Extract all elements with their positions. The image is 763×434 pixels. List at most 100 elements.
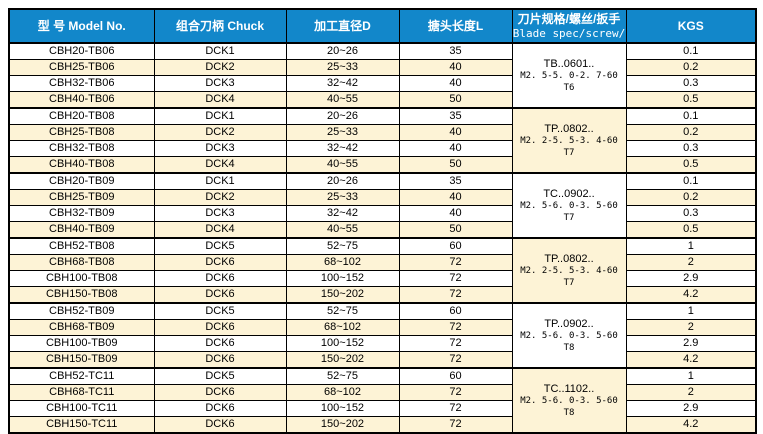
table-row: CBH68-TC11 DCK6 68~102 72 2 <box>8 384 757 401</box>
diameter-cell: 68~102 <box>285 254 400 271</box>
chuck-cell: DCK5 <box>153 367 287 385</box>
model-cell: CBH150-TB08 <box>8 286 155 304</box>
kgs-cell: 4.2 <box>625 286 757 304</box>
model-cell: CBH20-TB06 <box>8 42 155 60</box>
table-row: CBH25-TB08 DCK2 25~33 40 0.2 <box>8 124 757 141</box>
model-cell: CBH20-TB09 <box>8 172 155 190</box>
table-row: CBH52-TB09 DCK5 52~75 60 TP..0902.. M2. 5-6. … <box>8 302 757 369</box>
length-cell: 72 <box>398 254 513 271</box>
diameter-cell: 150~202 <box>285 286 400 304</box>
diameter-cell: 100~152 <box>285 335 400 352</box>
blade-spec: M2. 5-6. 0-3. 5-60 <box>520 200 618 211</box>
chuck-cell: DCK5 <box>153 302 287 320</box>
diameter-cell: 68~102 <box>285 319 400 336</box>
table-row: CBH100-TB09 DCK6 100~152 72 2.9 <box>8 335 757 352</box>
table-row: CBH20-TB09 DCK1 20~26 35 TC..0902.. M2. 5-6. … <box>8 172 757 239</box>
kgs-cell: 2 <box>625 384 757 401</box>
model-cell: CBH52-TB08 <box>8 237 155 255</box>
length-cell: 72 <box>398 286 513 304</box>
blade-torx: T8 <box>563 407 575 418</box>
chuck-cell: DCK6 <box>153 384 287 401</box>
blade-spec-cell: TB..0601.. M2. 5-5. 0-2. 7-60 T6 <box>511 42 627 109</box>
model-cell: CBH68-TB09 <box>8 319 155 336</box>
table-row: CBH52-TB08 DCK5 52~75 60 TP..0802.. M2. 2-5. … <box>8 237 757 304</box>
model-cell: CBH100-TC11 <box>8 400 155 417</box>
model-cell: CBH100-TB09 <box>8 335 155 352</box>
diameter-cell: 20~26 <box>285 172 400 190</box>
kgs-cell: 0.5 <box>625 156 757 174</box>
length-cell: 40 <box>398 124 513 141</box>
table-row: CBH32-TB09 DCK3 32~42 40 0.3 <box>8 205 757 222</box>
table-row: CBH150-TB08 DCK6 150~202 72 4.2 <box>8 286 757 304</box>
chuck-cell: DCK4 <box>153 156 287 174</box>
diameter-cell: 32~42 <box>285 205 400 222</box>
kgs-cell: 0.5 <box>625 221 757 239</box>
table-row: CBH32-TB06 DCK3 32~42 40 0.3 <box>8 75 757 92</box>
diameter-cell: 25~33 <box>285 189 400 206</box>
blade-code: TC..0902.. <box>543 187 595 200</box>
blade-torx: T7 <box>563 212 575 223</box>
diameter-cell: 25~33 <box>285 59 400 76</box>
model-cell: CBH68-TC11 <box>8 384 155 401</box>
table-row: CBH150-TB09 DCK6 150~202 72 4.2 <box>8 351 757 369</box>
length-cell: 35 <box>398 107 513 125</box>
table-row: CBH68-TB08 DCK6 68~102 72 2 <box>8 254 757 271</box>
diameter-cell: 32~42 <box>285 140 400 157</box>
diameter-cell: 25~33 <box>285 124 400 141</box>
blade-code: TP..0802.. <box>544 122 594 135</box>
blade-code: TP..0802.. <box>544 252 594 265</box>
chuck-cell: DCK1 <box>153 172 287 190</box>
header-kgs: KGS <box>625 8 757 44</box>
spec-table: 型 号 Model No. 组合刀柄 Chuck 加工直径D 搪头长度L 刀片规… <box>8 8 757 434</box>
header-diameter: 加工直径D <box>285 8 400 44</box>
table-row: CBH25-TB06 DCK2 25~33 40 0.2 <box>8 59 757 76</box>
length-cell: 35 <box>398 42 513 60</box>
diameter-cell: 52~75 <box>285 237 400 255</box>
diameter-cell: 68~102 <box>285 384 400 401</box>
model-cell: CBH40-TB08 <box>8 156 155 174</box>
header-blade-spec: 刀片规格/螺丝/扳手 Blade spec/screw/ <box>511 8 627 44</box>
kgs-cell: 0.2 <box>625 59 757 76</box>
kgs-cell: 0.1 <box>625 172 757 190</box>
length-cell: 72 <box>398 416 513 434</box>
diameter-cell: 100~152 <box>285 400 400 417</box>
blade-code: TP..0902.. <box>544 317 594 330</box>
model-cell: CBH20-TB08 <box>8 107 155 125</box>
model-cell: CBH25-TB09 <box>8 189 155 206</box>
table-row: CBH150-TC11 DCK6 150~202 72 4.2 <box>8 416 757 434</box>
length-cell: 60 <box>398 367 513 385</box>
table-header: 型 号 Model No. 组合刀柄 Chuck 加工直径D 搪头长度L 刀片规… <box>8 8 757 44</box>
length-cell: 60 <box>398 302 513 320</box>
kgs-cell: 4.2 <box>625 351 757 369</box>
length-cell: 40 <box>398 189 513 206</box>
diameter-cell: 100~152 <box>285 270 400 287</box>
header-blade-spec-en: Blade spec/screw/ <box>512 26 626 40</box>
chuck-cell: DCK3 <box>153 205 287 222</box>
diameter-cell: 150~202 <box>285 351 400 369</box>
diameter-cell: 40~55 <box>285 221 400 239</box>
blade-spec: M2. 5-6. 0-3. 5-60 <box>520 395 618 406</box>
model-cell: CBH40-TB06 <box>8 91 155 109</box>
kgs-cell: 2.9 <box>625 270 757 287</box>
blade-spec-cell: TP..0802.. M2. 2-5. 5-3. 4-60 T7 <box>511 237 627 304</box>
diameter-cell: 32~42 <box>285 75 400 92</box>
table-row: CBH40-TB06 DCK4 40~55 50 0.5 <box>8 91 757 109</box>
kgs-cell: 1 <box>625 302 757 320</box>
model-cell: CBH32-TB08 <box>8 140 155 157</box>
length-cell: 72 <box>398 351 513 369</box>
model-cell: CBH100-TB08 <box>8 270 155 287</box>
kgs-cell: 1 <box>625 237 757 255</box>
header-length: 搪头长度L <box>398 8 513 44</box>
diameter-cell: 52~75 <box>285 302 400 320</box>
blade-spec: M2. 2-5. 5-3. 4-60 <box>520 135 618 146</box>
chuck-cell: DCK6 <box>153 319 287 336</box>
length-cell: 72 <box>398 400 513 417</box>
blade-spec: M2. 2-5. 5-3. 4-60 <box>520 265 618 276</box>
chuck-cell: DCK5 <box>153 237 287 255</box>
length-cell: 40 <box>398 75 513 92</box>
table-row: CBH40-TB09 DCK4 40~55 50 0.5 <box>8 221 757 239</box>
table-row: CBH100-TB08 DCK6 100~152 72 2.9 <box>8 270 757 287</box>
blade-code: TC..1102.. <box>543 382 595 395</box>
chuck-cell: DCK4 <box>153 221 287 239</box>
chuck-cell: DCK1 <box>153 42 287 60</box>
